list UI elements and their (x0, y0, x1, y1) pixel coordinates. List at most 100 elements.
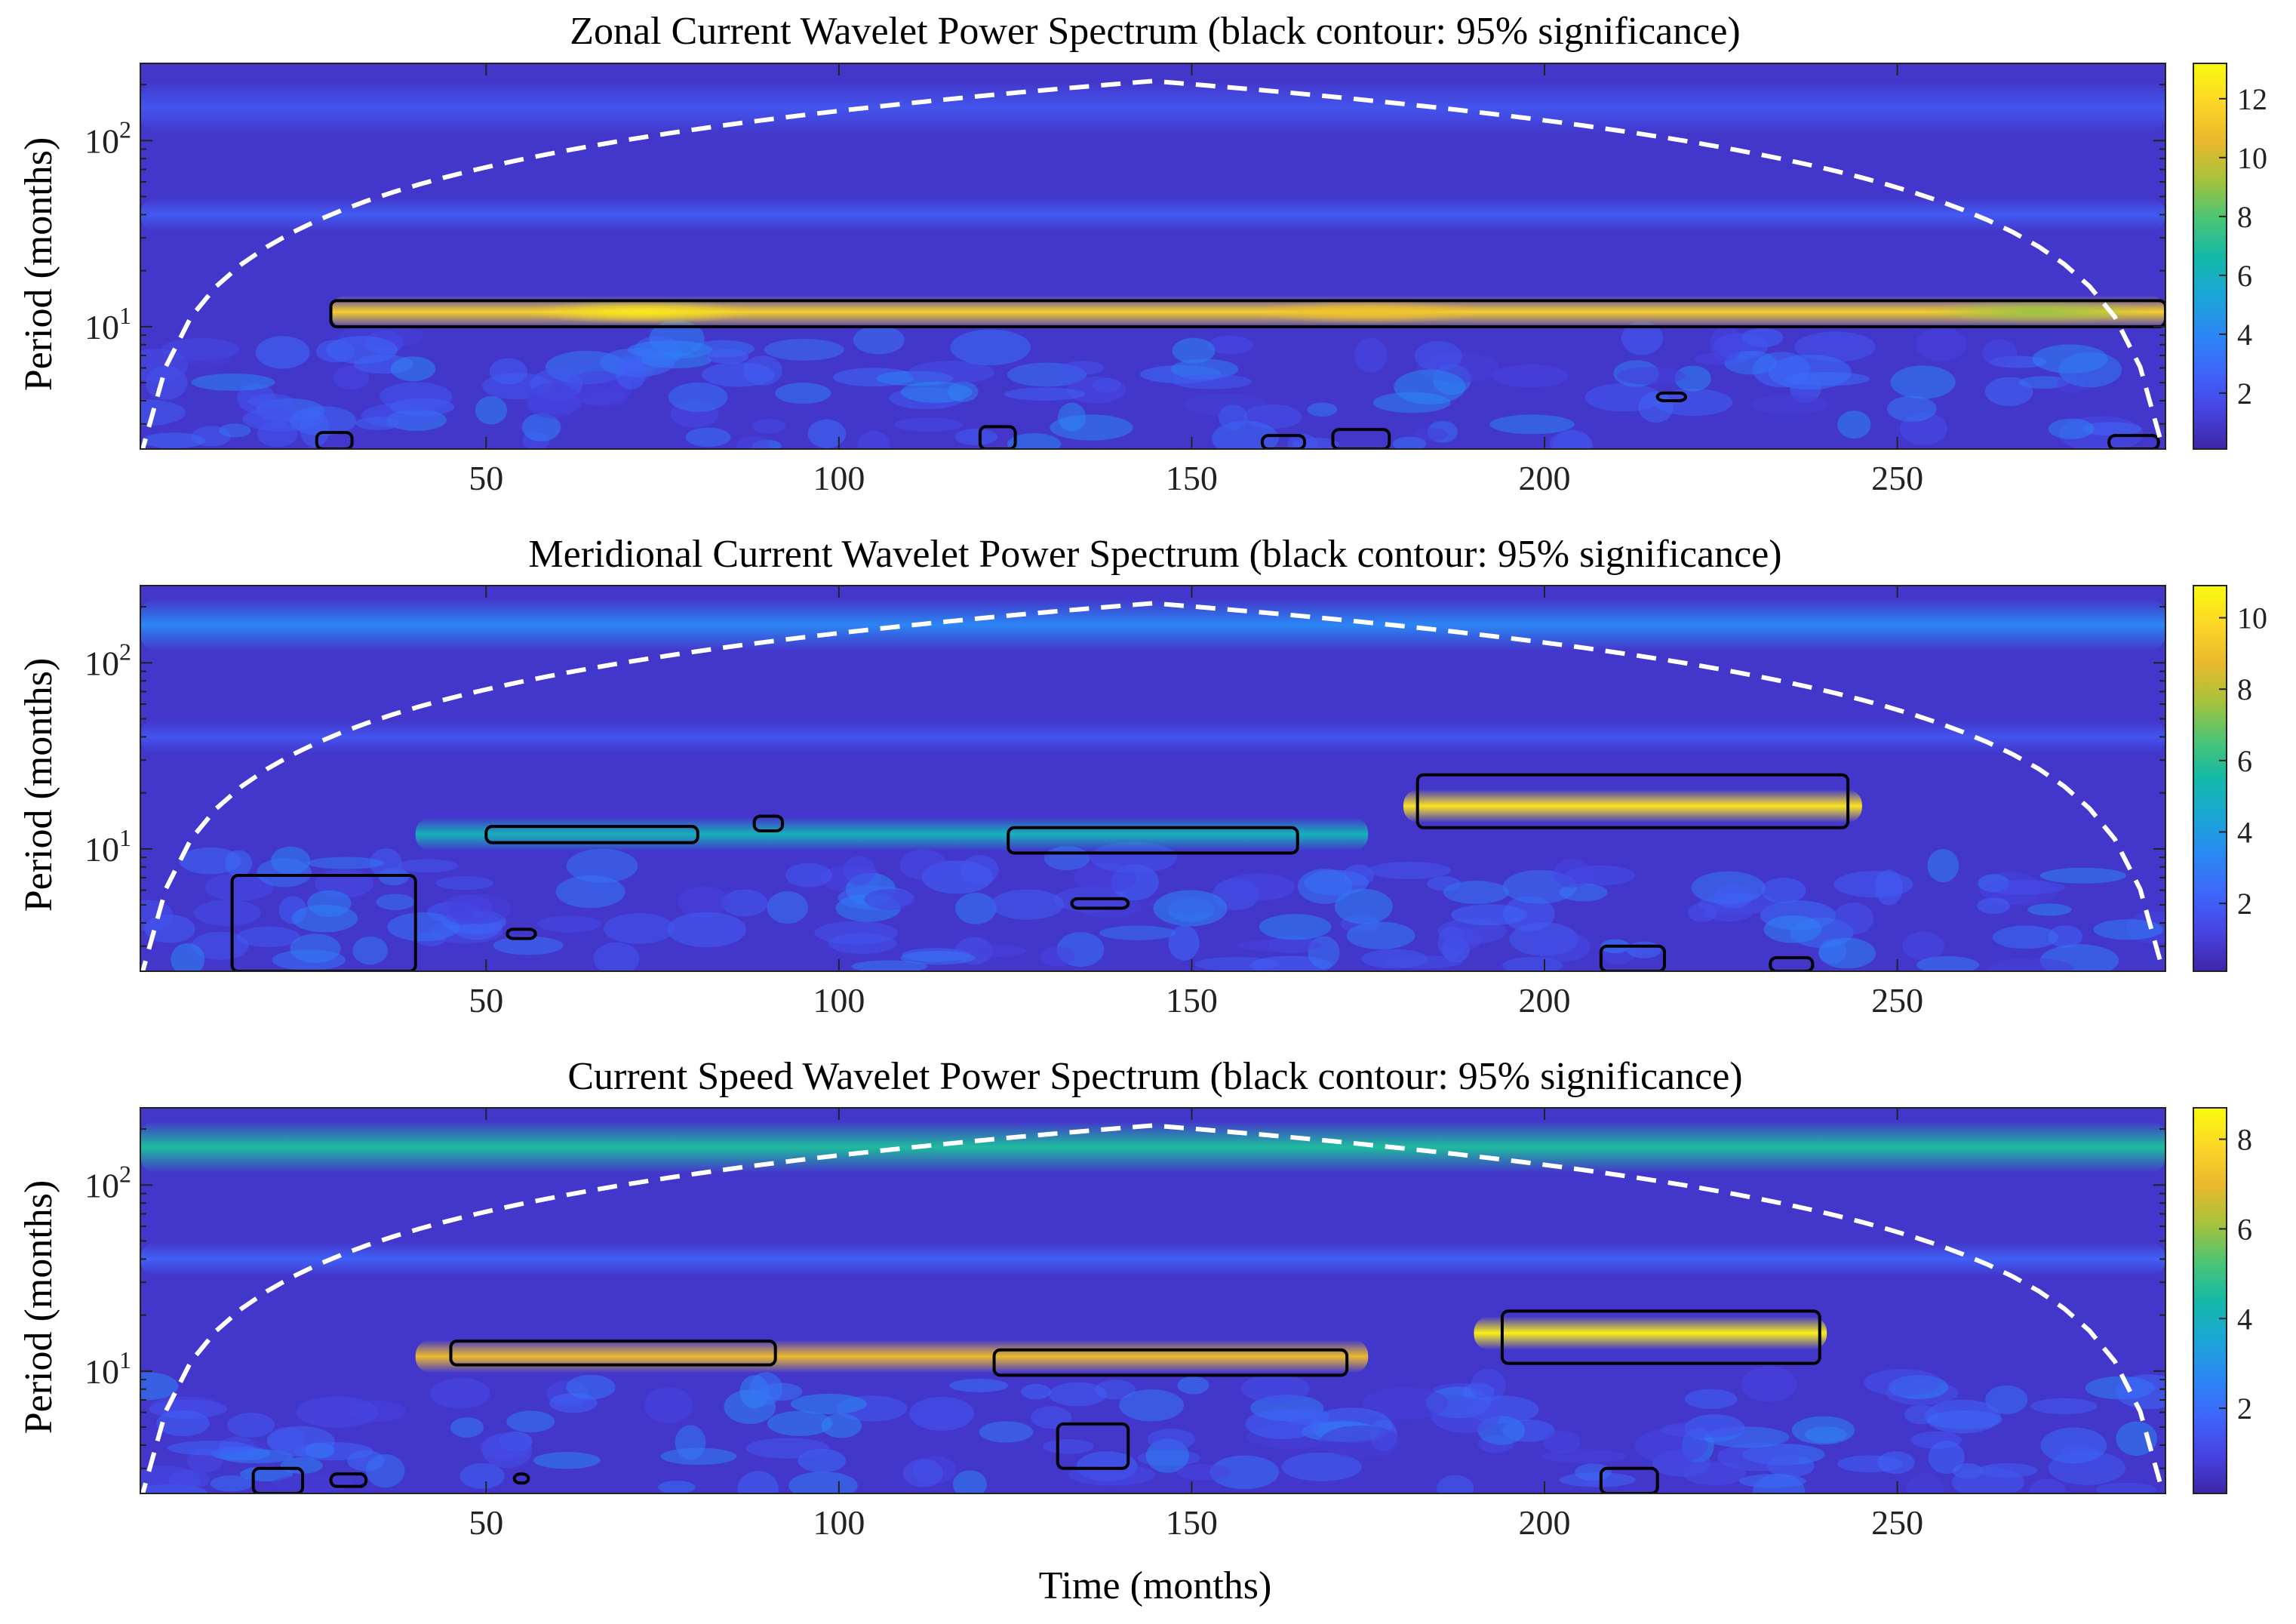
meridional-panel: Meridional Current Wavelet Power Spectru… (17, 533, 2267, 1020)
heatmap-speckle (1177, 1376, 1209, 1395)
power-band (140, 598, 2165, 651)
heatmap-speckle (191, 931, 249, 961)
zonal-colorbar: 2 4 6 8 10 12 (2193, 63, 2267, 450)
heatmap-speckle (1987, 958, 2074, 971)
meridional-y-axis-label: Period (months) (17, 658, 60, 912)
power-band (330, 295, 2165, 329)
significance-contour (512, 1472, 530, 1485)
heatmap-speckle (1346, 921, 1415, 950)
heatmap-speckle (844, 856, 876, 885)
heatmap-speckle (291, 904, 358, 933)
heatmap-speckle (1688, 903, 1717, 923)
heatmap-speckle (1443, 927, 1483, 951)
heatmap-speckle (171, 943, 205, 971)
heatmap-speckle (1177, 1464, 1231, 1481)
colorbar-tick-label: 8 (2237, 672, 2252, 706)
y-tick-label: 101 (85, 302, 131, 346)
x-tick-label: 200 (1519, 981, 1571, 1020)
colorbar-gradient (2193, 585, 2227, 972)
heatmap-speckle (204, 873, 274, 901)
heatmap-speckle (1392, 436, 1427, 449)
heatmap-speckle (257, 858, 312, 887)
heatmap-speckle (1361, 1387, 1449, 1420)
heatmap-speckle (533, 1452, 601, 1469)
heatmap-speckle (1414, 340, 1462, 371)
heatmap-speckle (390, 356, 436, 382)
heatmap-speckle (376, 894, 415, 911)
heatmap-speckle (807, 419, 847, 448)
heatmap-speckle (1532, 931, 1591, 962)
heatmap-speckle (1654, 389, 1733, 417)
heatmap-speckle (2048, 925, 2083, 948)
significance-contour (1007, 826, 1299, 855)
heatmap-speckle (902, 1459, 943, 1487)
heatmap-speckle (685, 427, 731, 448)
heatmap-speckle (430, 1378, 490, 1409)
heatmap-speckle (140, 1465, 201, 1493)
heatmap-speckle (565, 371, 632, 405)
significance-contour (1500, 1309, 1821, 1365)
heatmap-speckle (1413, 428, 1448, 441)
heatmap-speckle (1863, 1369, 1941, 1397)
heatmap-speckle (1574, 1463, 1612, 1481)
heatmap-speckle (167, 1441, 255, 1456)
significance-contour (484, 825, 699, 844)
heatmap-speckle (1194, 957, 1279, 971)
heatmap-speckle (236, 926, 300, 948)
heatmap-speckle (1674, 365, 1711, 392)
heatmap-speckle (1471, 1368, 1506, 1402)
heatmap-speckle (1099, 925, 1177, 940)
y-tick-label: 101 (85, 824, 131, 869)
heatmap-speckle (1627, 941, 1661, 958)
heatmap-speckle (1981, 880, 2065, 895)
meridional-colorbar: 2 4 6 8 10 (2193, 585, 2267, 972)
heatmap-speckle (1763, 915, 1822, 943)
heatmap-speckle (352, 936, 388, 965)
power-band (140, 1121, 2165, 1173)
significance-contour (1655, 391, 1688, 402)
heatmap-layer (140, 586, 2165, 971)
heatmap-speckle (1713, 884, 1754, 909)
heatmap-speckle (908, 361, 995, 384)
meridional-heatmap (140, 586, 2165, 971)
heatmap-speckle (140, 1372, 179, 1401)
heatmap-speckle (721, 889, 768, 917)
speed-colorbar: 2 4 6 8 (2193, 1107, 2252, 1494)
heatmap-speckle (218, 423, 251, 438)
colorbar-tick-label: 4 (2237, 815, 2252, 849)
speed-panel: Current Speed Wavelet Power Spectrum (bl… (17, 1055, 2252, 1607)
y-tick-label: 102 (85, 115, 131, 160)
significance-contour (992, 1348, 1349, 1377)
power-band (1474, 1316, 1827, 1350)
heatmap-speckle (1237, 939, 1322, 952)
heatmap-speckle (2029, 1478, 2066, 1493)
heatmap-speckle (194, 900, 261, 927)
heatmap-speckle (1153, 890, 1228, 927)
significance-contour (1056, 1422, 1130, 1470)
heatmap-speckle (2116, 1421, 2157, 1456)
heatmap-speckle (1660, 1422, 1744, 1438)
zonal-axes: 50 100 150 200 250 101 102 (85, 63, 2166, 497)
significance-contour (752, 814, 785, 832)
heatmap-speckle (460, 1463, 505, 1489)
heatmap-speckle (2027, 903, 2072, 916)
significance-contour (1415, 773, 1850, 829)
heatmap-speckle (1902, 931, 1944, 961)
heatmap-speckle (1062, 361, 1105, 375)
heatmap-speckle (760, 1383, 803, 1401)
heatmap-speckle (1437, 1475, 1474, 1493)
heatmap-speckle (853, 325, 905, 355)
heatmap-speckle (767, 1410, 833, 1436)
x-tick-label: 50 (469, 981, 503, 1020)
heatmap-speckle (1926, 1410, 2002, 1429)
speed-heatmap (140, 1108, 2165, 1493)
heatmap-speckle (979, 1421, 1034, 1443)
significance-contour (1070, 897, 1130, 910)
y-tick-label: 101 (85, 1346, 131, 1391)
heatmap-speckle (675, 1425, 706, 1460)
heatmap-speckle (141, 432, 206, 448)
heatmap-speckle (2093, 919, 2163, 940)
power-hotspot (1925, 300, 2152, 324)
heatmap-speckle (1172, 374, 1252, 389)
